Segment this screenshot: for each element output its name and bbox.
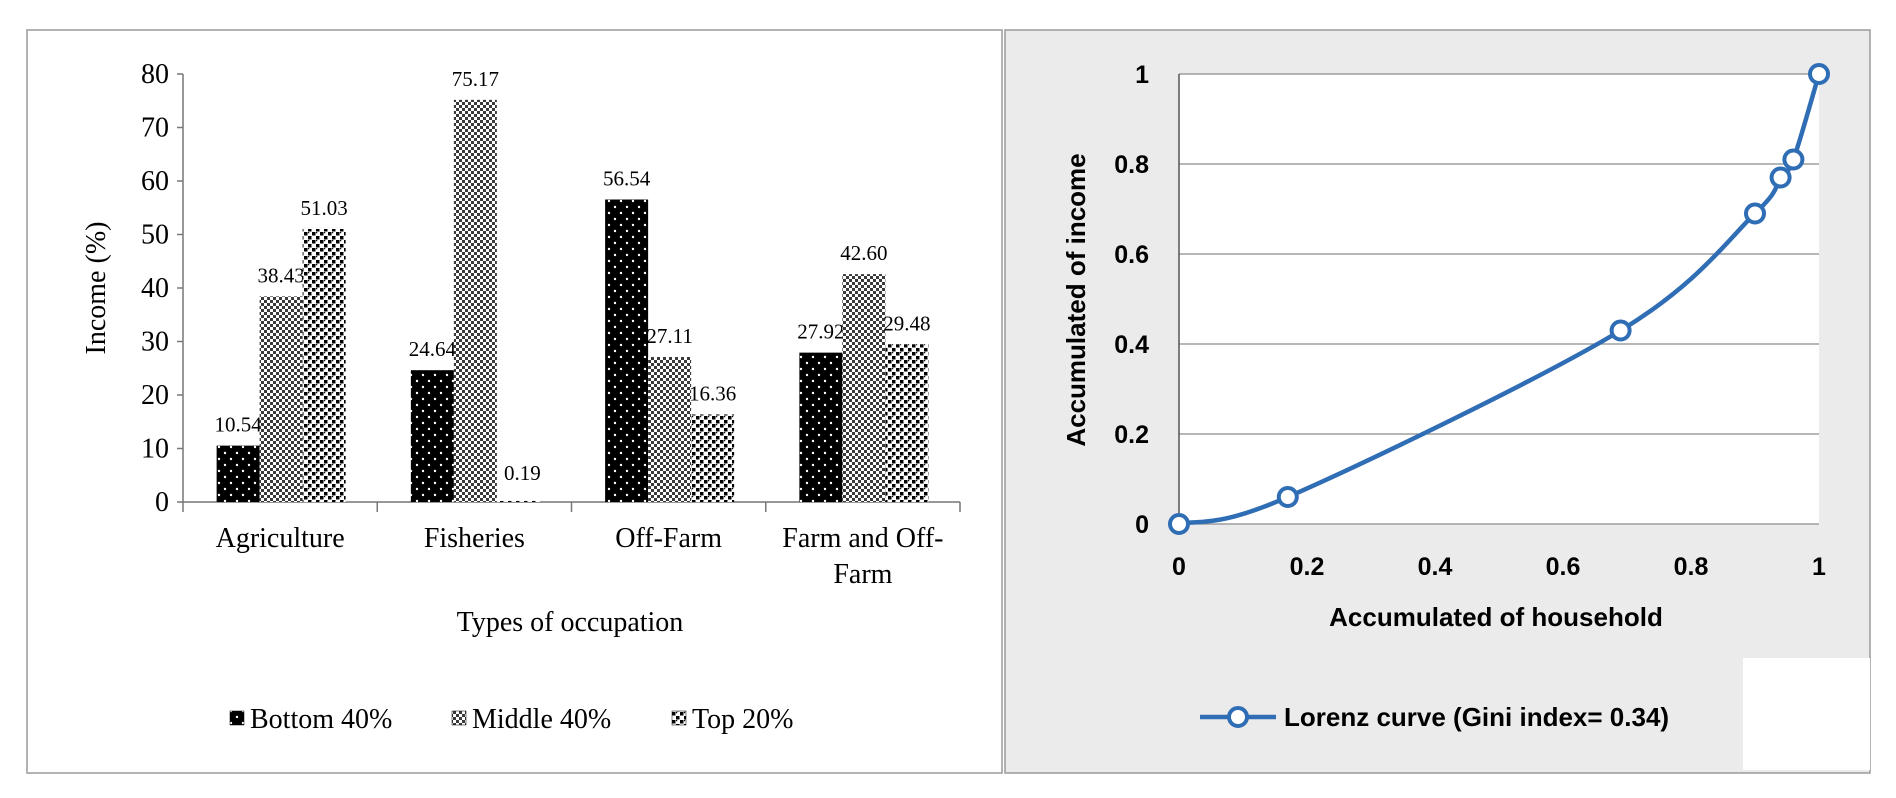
data-label: 75.17 [452, 67, 499, 91]
x-tick-label: Farm and Off- [782, 523, 943, 554]
bar [691, 414, 735, 502]
data-point [1808, 63, 1830, 85]
x-tick-label: Off-Farm [615, 523, 722, 554]
x-tick-label: 0.2 [1290, 553, 1325, 581]
data-label: 38.43 [258, 263, 305, 287]
legend-label: Bottom 40% [250, 704, 392, 735]
plot-area [1179, 74, 1819, 524]
bar [605, 199, 649, 503]
bar [842, 274, 886, 502]
data-label: 27.11 [646, 324, 692, 348]
y-tick-label: 40 [141, 273, 169, 304]
y-tick-label: 0.4 [1114, 331, 1149, 359]
y-tick-label: 60 [141, 166, 169, 197]
bar [885, 344, 929, 502]
bar [453, 99, 497, 502]
data-point [1609, 319, 1632, 342]
bar [302, 228, 346, 502]
y-tick-label: 20 [141, 380, 169, 411]
y-tick-label: 10 [141, 434, 169, 465]
bar [496, 500, 540, 502]
legend-swatch [229, 710, 245, 726]
lorenz-chart: 0 0.2 0.4 0.6 0.8 1 0 0.2 0.4 0.6 0.8 1 Accumulated … [1061, 61, 1830, 732]
y-tick-label: 1 [1135, 61, 1149, 89]
data-label: 0.19 [504, 461, 541, 485]
data-point [1744, 202, 1766, 225]
x-tick-label: Fisheries [424, 523, 525, 554]
data-label: 42.60 [840, 241, 887, 265]
x-tick-label: 0.4 [1418, 553, 1453, 581]
legend-label: Top 20% [692, 704, 793, 735]
y-tick-label: 0.6 [1114, 241, 1149, 269]
data-point [1168, 513, 1190, 535]
data-point [1769, 166, 1792, 189]
y-tick-label: 0.8 [1114, 151, 1149, 179]
data-label: 10.54 [215, 413, 263, 437]
y-tick-label: 0.2 [1114, 421, 1149, 449]
data-label: 56.54 [603, 167, 651, 191]
x-tick-label: 0.6 [1546, 553, 1581, 581]
legend-marker [1227, 706, 1249, 728]
data-label: 29.48 [883, 311, 930, 335]
y-axis-title: Income (%) [81, 222, 112, 355]
x-tick-label: 0.8 [1674, 553, 1709, 581]
y-tick-label: 50 [141, 220, 169, 251]
x-tick-label: 1 [1812, 553, 1826, 581]
x-axis-title: Types of occupation [457, 607, 684, 638]
data-label: 16.36 [689, 381, 736, 405]
bar [410, 370, 454, 502]
y-tick-label: 30 [141, 327, 169, 358]
bar [648, 356, 692, 502]
data-label: 24.64 [409, 337, 457, 361]
legend-label: Lorenz curve (Gini index= 0.34) [1284, 702, 1669, 732]
y-tick-label: 0 [155, 487, 169, 518]
bar-chart: 0 10 20 30 40 50 60 70 80 10.54 38.43 51.03 Agricult… [81, 59, 961, 735]
y-axis-title: Accumulated of income [1061, 153, 1091, 446]
y-tick-label: 70 [141, 113, 169, 144]
x-axis-title: Accumulated of household [1329, 602, 1663, 632]
legend-swatch [671, 710, 687, 726]
data-point [1276, 486, 1299, 508]
bar [259, 296, 303, 502]
data-label: 27.92 [797, 320, 844, 344]
data-point [1782, 148, 1805, 171]
y-tick-label: 80 [141, 59, 169, 90]
x-tick-label: 0 [1172, 553, 1186, 581]
bar [216, 445, 260, 502]
x-tick-label: Agriculture [216, 523, 345, 554]
right-panel-white-corner [1743, 658, 1870, 770]
legend-label: Middle 40% [472, 704, 611, 735]
legend-swatch [451, 710, 467, 726]
x-tick-label: Farm [833, 559, 892, 590]
bar [799, 352, 843, 502]
y-tick-label: 0 [1135, 511, 1149, 539]
data-label: 51.03 [301, 196, 348, 220]
